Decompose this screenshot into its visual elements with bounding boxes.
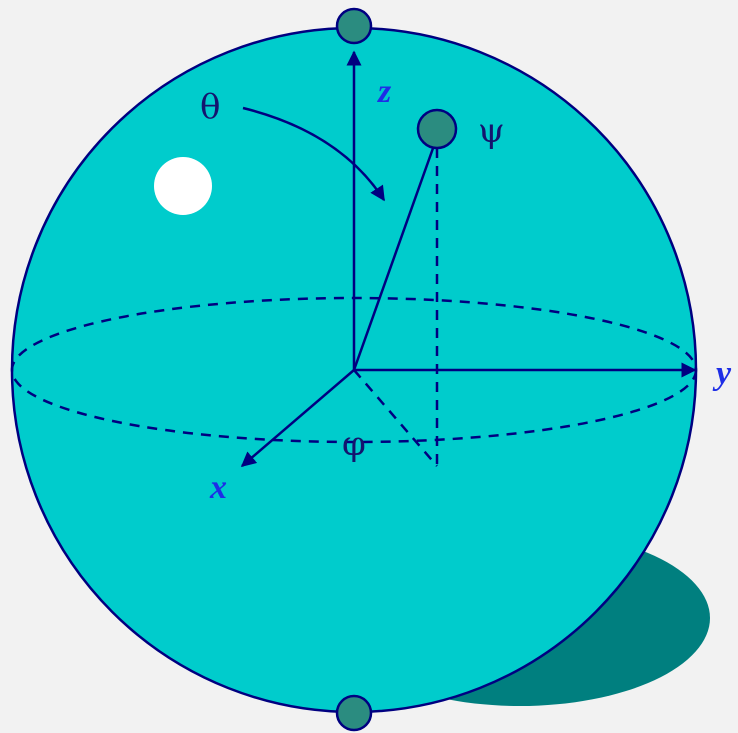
- y-axis-label: y: [712, 355, 732, 392]
- psi-label: ψ: [478, 111, 505, 151]
- x-axis-line: [240, 369, 355, 467]
- state-vector-line: [352, 136, 439, 371]
- theta-arc: [242, 106, 386, 202]
- sphere-highlight: [154, 157, 212, 215]
- south-pole-marker: [335, 694, 373, 732]
- x-axis-label: x: [209, 469, 227, 506]
- z-axis-label: z: [377, 73, 392, 110]
- theta-label: θ: [200, 87, 220, 127]
- state-point-marker: [416, 108, 458, 150]
- projection-planar-line: [353, 369, 438, 467]
- phi-label: φ: [342, 424, 366, 464]
- north-pole-marker: [335, 7, 373, 45]
